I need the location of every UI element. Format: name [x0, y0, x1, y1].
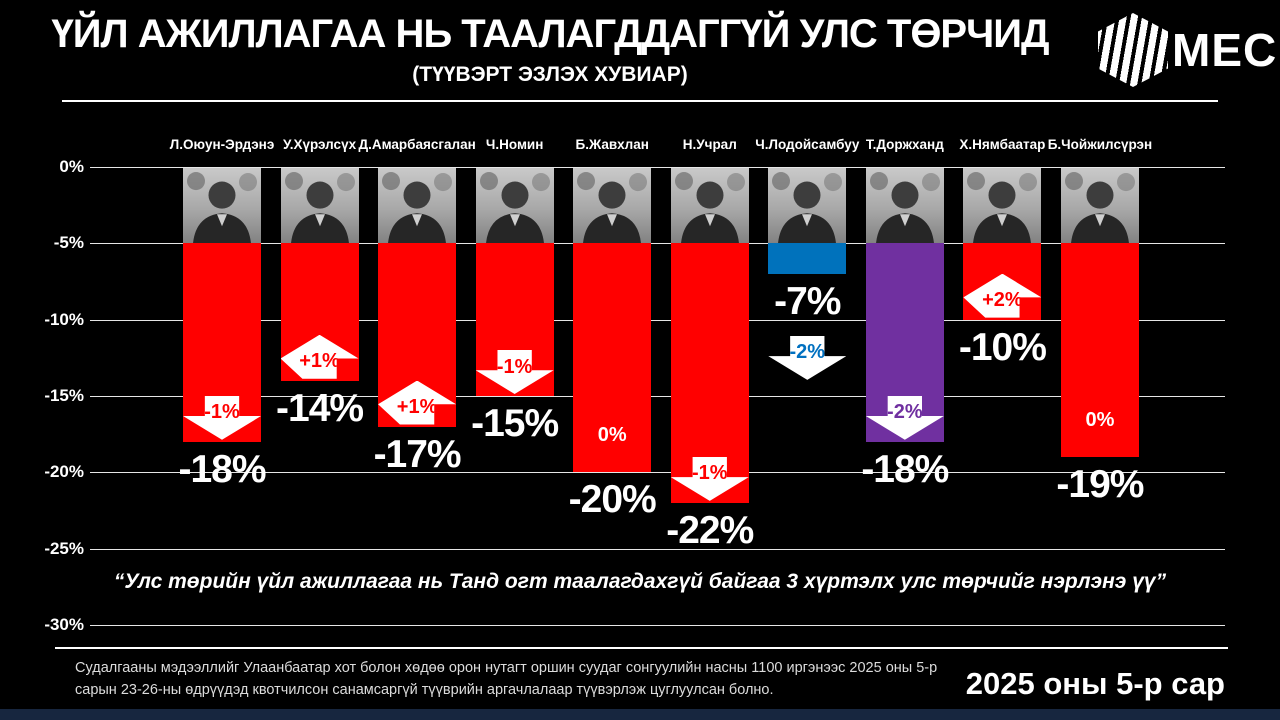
politician-photo — [768, 168, 847, 244]
y-axis-tick-label: -10% — [44, 309, 84, 329]
politician-photo — [573, 168, 652, 244]
page-title: ҮЙЛ АЖИЛЛАГАА НЬ ТААЛАГДДАГГҮЙ УЛС ТӨРЧИ… — [51, 12, 1050, 56]
politician-name: Д.Амарбаясгалан — [358, 137, 476, 152]
portrait-silhouette-icon — [772, 172, 843, 244]
portrait-silhouette-icon — [479, 172, 550, 244]
portrait-silhouette-icon — [187, 172, 257, 244]
politician-name: Т.Доржханд — [865, 137, 944, 152]
disapproval-value-label: -18% — [861, 447, 949, 491]
survey-period: 2025 оны 5-р сар — [965, 666, 1225, 701]
politician-name: Ч.Лодойсамбуу — [755, 137, 860, 152]
bottom-accent-strip — [0, 709, 1280, 720]
politician-photo — [963, 168, 1042, 244]
politician-name: Н.Учрал — [682, 137, 737, 152]
methodology-note: Судалгааны мэдээллийг Улаанбаатар хот бо… — [75, 660, 938, 698]
politician-photo — [670, 168, 749, 244]
gridline--15% — [90, 396, 1225, 397]
change-label: -2% — [887, 401, 923, 424]
politician-photo — [475, 168, 554, 244]
header-divider — [62, 100, 1218, 102]
footer-divider — [55, 647, 1228, 649]
politician-photo — [1060, 168, 1139, 244]
politician-name: Ч.Номин — [485, 137, 544, 152]
disapproval-value-label: -19% — [1056, 463, 1144, 507]
portrait-silhouette-icon — [967, 172, 1038, 244]
gridline-0% — [90, 167, 1225, 168]
change-label: +1% — [396, 396, 438, 419]
disapproval-bar-chart: 0% -5% -10% -15% -20% -25% -30% Л.Оюун-Эрдэнэ -1… — [44, 137, 1225, 634]
politician-name: Х.Нямбаатар — [959, 137, 1046, 152]
down-arrow-icon: -2% — [768, 335, 847, 380]
zero-change-label: 0% — [597, 424, 627, 447]
change-label: -1% — [204, 401, 240, 424]
politician-name: У.Хүрэлсүх — [283, 137, 357, 152]
disapproval-value-label: -17% — [373, 432, 462, 476]
disapproval-value-label: -18% — [178, 447, 266, 491]
gridline--30% — [90, 625, 1225, 626]
portrait-silhouette-icon — [674, 172, 745, 244]
gridline--20% — [90, 472, 1225, 474]
change-label: -2% — [789, 341, 826, 364]
portrait-silhouette-icon — [577, 172, 648, 244]
portrait-silhouette-icon — [284, 172, 355, 244]
disapproval-value-label: -20% — [568, 478, 657, 522]
politician-name: Б.Жавхлан — [575, 137, 649, 152]
politician-photo — [865, 168, 944, 244]
disapproval-value-label: -14% — [276, 386, 364, 430]
y-axis-tick-label: -15% — [44, 386, 84, 405]
mec-logo: MEC — [1098, 13, 1276, 87]
y-axis-tick-label: -5% — [53, 233, 84, 253]
change-label: -1% — [496, 355, 533, 378]
politician-name: Л.Оюун-Эрдэнэ — [169, 137, 275, 152]
gridline--5% — [90, 243, 1225, 245]
disapproval-bar — [1060, 243, 1139, 458]
disapproval-value-label: -15% — [471, 402, 559, 445]
gridline--25% — [90, 548, 1225, 550]
politician-photo — [378, 168, 457, 244]
politician-photo — [280, 168, 359, 244]
disapproval-value-label: -7% — [774, 279, 841, 323]
survey-question-quote: “Улс төрийн үйл ажиллагаа нь Танд огт та… — [113, 570, 1167, 593]
page-subtitle: (ТҮҮВЭРТ ЭЗЛЭХ ХУВИАР) — [412, 63, 688, 86]
disapproval-value-label: -10% — [958, 325, 1047, 369]
portrait-silhouette-icon — [1064, 172, 1135, 244]
y-axis-tick-label: -25% — [44, 538, 84, 558]
change-label: +1% — [299, 350, 340, 373]
change-label: -1% — [691, 462, 728, 485]
portrait-silhouette-icon — [869, 172, 940, 244]
zero-change-label: 0% — [1085, 409, 1115, 432]
mec-logo-text: MEC — [1172, 24, 1278, 76]
y-axis-tick-label: -20% — [44, 462, 84, 482]
disapproval-bar — [768, 243, 847, 274]
politician-photo — [183, 168, 261, 244]
disapproval-bar — [573, 243, 652, 473]
y-axis-tick-label: 0% — [59, 157, 84, 176]
politician-name: Б.Чойжилсүрэн — [1047, 137, 1153, 152]
y-axis-tick-label: -30% — [44, 615, 84, 634]
disapproval-value-label: -22% — [666, 508, 754, 552]
change-label: +2% — [982, 289, 1023, 312]
portrait-silhouette-icon — [382, 172, 453, 244]
gridline--10% — [90, 319, 1225, 321]
